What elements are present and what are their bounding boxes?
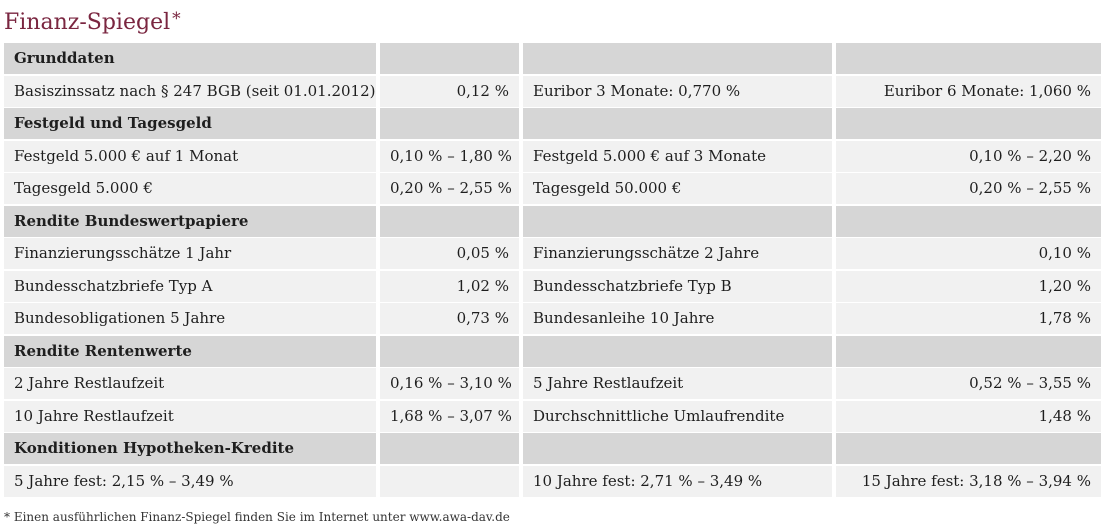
section-header-cell-c3	[523, 108, 832, 139]
table-cell-c1: 10 Jahre Restlaufzeit	[4, 400, 376, 432]
section-header-row: Konditionen Hypotheken-Kredite	[4, 432, 1101, 465]
table-cell-c2: 1,68 % – 3,07 %	[380, 400, 519, 432]
table-row: 2 Jahre Restlaufzeit 0,16 % – 3,10 % 5 Jah…	[4, 367, 1101, 400]
table-cell-c2: 0,20 % – 2,55 %	[380, 173, 519, 204]
section-header-cell-c2	[380, 43, 519, 74]
table-cell-c2: 0,05 %	[380, 238, 519, 269]
table-cell-c4: 0,10 %	[836, 238, 1101, 269]
section-header-cell-c1: Rendite Bundeswertpapiere	[4, 205, 376, 237]
table-row: 5 Jahre fest: 2,15 % – 3,49 % 10 Jahre fe…	[4, 465, 1101, 499]
table-cell-c3: Bundesschatzbriefe Typ B	[523, 270, 832, 302]
table-cell-c3: Festgeld 5.000 € auf 3 Monate	[523, 140, 832, 172]
table-cell-c4: 1,20 %	[836, 270, 1101, 302]
section-header-cell-c2	[380, 433, 519, 464]
table-row: Festgeld 5.000 € auf 1 Monat 0,10 % – 1,8…	[4, 140, 1101, 173]
table-cell-c1: Bundesschatzbriefe Typ A	[4, 270, 376, 302]
section-header-cell-c4	[836, 108, 1101, 139]
table-cell-c4: 15 Jahre fest: 3,18 % – 3,94 %	[836, 465, 1101, 497]
table-row: Bundesschatzbriefe Typ A 1,02 % Bundesscha…	[4, 270, 1101, 303]
finance-table: Grunddaten Basiszinssatz nach § 247 BGB (…	[4, 42, 1101, 499]
table-cell-c4: 0,10 % – 2,20 %	[836, 140, 1101, 172]
table-cell-c1: Finanzierungsschätze 1 Jahr	[4, 238, 376, 269]
section-header-cell-c4	[836, 43, 1101, 74]
section-header-row: Festgeld und Tagesgeld	[4, 107, 1101, 140]
section-header-row: Grunddaten	[4, 42, 1101, 75]
table-cell-c4: 0,52 % – 3,55 %	[836, 368, 1101, 399]
table-row: 10 Jahre Restlaufzeit 1,68 % – 3,07 % Durc…	[4, 400, 1101, 433]
table-cell-c2: 0,73 %	[380, 303, 519, 334]
table-cell-c1: Tagesgeld 5.000 €	[4, 173, 376, 204]
table-cell-c1: Bundesobligationen 5 Jahre	[4, 303, 376, 334]
title-asterisk: *	[172, 9, 181, 29]
table-row: Tagesgeld 5.000 €0,20 % – 2,55 % Tagesgel…	[4, 172, 1101, 205]
section-header-cell-c4	[836, 433, 1101, 464]
table-cell-c4: 0,20 % – 2,55 %	[836, 173, 1101, 204]
table-row: Basiszinssatz nach § 247 BGB (seit 01.01…	[4, 75, 1101, 108]
table-row: Bundesobligationen 5 Jahre 0,73 % Bundesan…	[4, 302, 1101, 335]
section-header-cell-c2	[380, 335, 519, 367]
table-cell-c4: Euribor 6 Monate: 1,060 %	[836, 75, 1101, 107]
table-cell-c2: 0,12 %	[380, 75, 519, 107]
section-header-cell-c3	[523, 433, 832, 464]
table-row: Finanzierungsschätze 1 Jahr 0,05 % Finanzi…	[4, 237, 1101, 270]
table-cell-c3: Euribor 3 Monate: 0,770 %	[523, 75, 832, 107]
table-cell-c1: Basiszinssatz nach § 247 BGB (seit 01.01…	[4, 75, 376, 107]
table-cell-c3: Durchschnittliche Umlaufrendite	[523, 400, 832, 432]
table-cell-c3: Finanzierungsschätze 2 Jahre	[523, 238, 832, 269]
section-header-cell-c1: Festgeld und Tagesgeld	[4, 108, 376, 139]
table-cell-c3: Tagesgeld 50.000 €	[523, 173, 832, 204]
table-cell-c1: 2 Jahre Restlaufzeit	[4, 368, 376, 399]
table-cell-c4: 1,48 %	[836, 400, 1101, 432]
table-cell-c2: 0,10 % – 1,80 %	[380, 140, 519, 172]
section-header-cell-c3	[523, 205, 832, 237]
section-header-cell-c1: Konditionen Hypotheken-Kredite	[4, 433, 376, 464]
section-header-cell-c1: Grunddaten	[4, 43, 376, 74]
table-cell-c1: Festgeld 5.000 € auf 1 Monat	[4, 140, 376, 172]
table-cell-c2: 0,16 % – 3,10 %	[380, 368, 519, 399]
page-title-text: Finanz-Spiegel	[4, 10, 171, 35]
table-cell-c2	[380, 465, 519, 497]
section-header-row: Rendite Bundeswertpapiere	[4, 205, 1101, 238]
section-header-cell-c1: Rendite Rentenwerte	[4, 335, 376, 367]
table-cell-c3: Bundesanleihe 10 Jahre	[523, 303, 832, 334]
section-header-cell-c2	[380, 108, 519, 139]
section-header-cell-c4	[836, 205, 1101, 237]
table-cell-c2: 1,02 %	[380, 270, 519, 302]
section-header-row: Rendite Rentenwerte	[4, 335, 1101, 368]
table-cell-c4: 1,78 %	[836, 303, 1101, 334]
section-header-cell-c2	[380, 205, 519, 237]
footnote: * Einen ausführlichen Finanz-Spiegel fin…	[4, 510, 510, 524]
table-cell-c3: 5 Jahre Restlaufzeit	[523, 368, 832, 399]
table-cell-c1: 5 Jahre fest: 2,15 % – 3,49 %	[4, 465, 376, 497]
table-cell-c3: 10 Jahre fest: 2,71 % – 3,49 %	[523, 465, 832, 497]
section-header-cell-c3	[523, 335, 832, 367]
section-header-cell-c4	[836, 335, 1101, 367]
section-header-cell-c3	[523, 43, 832, 74]
page-title: Finanz-Spiegel *	[4, 2, 181, 36]
